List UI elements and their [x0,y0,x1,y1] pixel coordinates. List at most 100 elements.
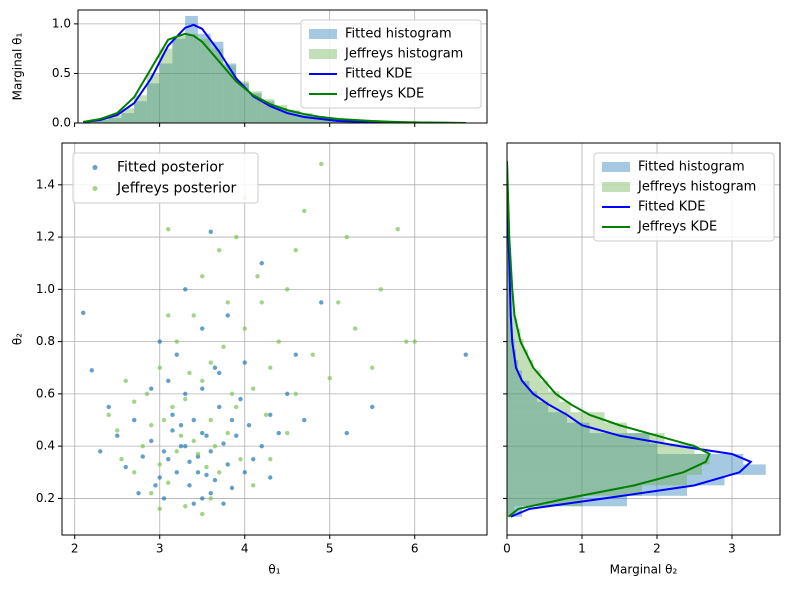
scatter-point [217,470,222,475]
scatter-point [170,428,175,433]
histogram-bar [507,474,687,486]
histogram-bar [507,359,519,371]
scatter-point [204,433,209,438]
scatter-point [412,339,417,344]
scatter-point [293,352,298,357]
scatter-point [229,391,235,397]
scatter-point [157,462,162,467]
histogram-bar [507,401,571,413]
histogram-bar [507,433,650,444]
histogram-bar [248,93,262,123]
histogram-bar [507,339,524,350]
histogram-bar [507,443,695,454]
scatter-point [268,365,273,370]
histogram-bar [134,95,147,123]
scatter-point [178,443,184,449]
scatter-point [378,287,383,292]
scatter-point [395,227,400,232]
scatter-point [302,208,307,214]
scatter-point [174,352,179,357]
panel: 2 3 4 5 6 0.2 0.4 0.6 0.8 1.0 1.2 1.4 θ₁ θ₂ Fitted pos… [11,142,488,577]
x-tick-label: 3 [728,542,736,556]
scatter-point [153,483,158,488]
scatter-point [132,417,137,423]
scatter-point [255,274,260,279]
panel: 0 1 2 3 Marginal θ₂ Fitted histogram Jeffreys … [503,142,781,577]
legend: Fitted histogram Jeffreys histogram Fitted… [300,19,482,109]
scatter-point [183,391,188,397]
histogram-bar [236,83,249,123]
scatter-point [123,464,128,470]
histogram-bar [507,485,687,496]
histogram-bar [312,117,326,123]
scatter-point [293,391,298,397]
scatter-point [166,480,171,485]
scatter-point [149,386,154,391]
scatter-point [191,417,196,423]
scatter-point [242,360,247,365]
histogram-bar [236,81,249,123]
histogram-bar [197,38,211,123]
histogram-bar [507,370,541,381]
scatter-point [208,417,213,423]
scatter-point [106,412,111,417]
scatter-point [191,438,196,444]
histogram-bar [507,412,605,423]
scatter-point [149,490,154,496]
scatter-point [166,378,171,384]
histogram-bar [507,464,702,475]
scatter-point [217,404,222,410]
scatter-point [183,504,188,509]
scatter-point [208,490,213,496]
scatter-point [166,227,171,232]
histogram-bar [507,276,510,287]
scatter-point [229,485,235,491]
scatter-point [336,300,341,305]
scatter-point [212,477,218,483]
scatter-point [259,300,264,305]
scatter-point [370,404,375,410]
scatter-point [217,370,222,376]
scatter-point [161,417,167,423]
y-tick-label: 1.0 [52,16,71,30]
histogram-bar [507,328,513,339]
histogram-bar [507,370,522,381]
histogram-bar [121,113,135,123]
legend-swatch [309,29,337,39]
y-tick-label: 0.4 [36,439,55,453]
legend-label: Jeffreys posterior [116,181,237,197]
scatter-point [140,454,145,459]
histogram-bar [146,73,160,123]
scatter-point [242,470,247,475]
scatter-point [187,370,192,376]
histogram-bar [507,359,534,371]
histogram-bar [507,422,627,434]
histogram-bar [507,339,515,350]
plot-area [62,143,487,535]
scatter-point [302,417,307,423]
legend-label: Fitted KDE [638,200,705,215]
scatter-point [238,396,243,402]
scatter-point [234,234,239,240]
histogram-bar [507,422,590,434]
y-axis-label: θ₂ [11,333,25,345]
scatter-point [106,404,111,410]
scatter-point [200,326,205,331]
scatter-point [183,396,188,402]
y-tick-label: 1.2 [36,230,55,244]
scatter-point [238,457,243,462]
scatter-point [310,352,315,357]
scatter-point [200,511,205,517]
scatter-point [221,344,226,350]
scatter-point [166,457,171,462]
legend-swatch [92,165,98,170]
histogram-bar [146,83,160,123]
kde-line [507,161,711,518]
scatter-point [229,417,235,423]
scatter-point [268,457,273,462]
scatter-point [157,475,162,480]
x-tick-label: 2 [653,542,661,556]
axes-frame [506,142,781,536]
x-tick-label: 5 [326,542,334,556]
kde-line [507,161,753,518]
